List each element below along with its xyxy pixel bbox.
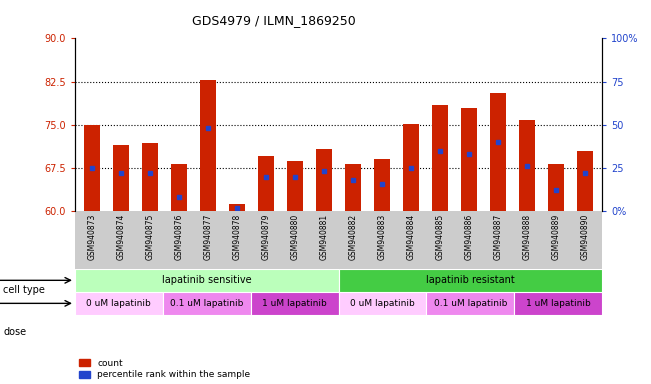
Text: 1 uM lapatinib: 1 uM lapatinib — [526, 299, 590, 308]
Bar — [426, 292, 514, 315]
Bar — [490, 93, 506, 211]
Bar — [514, 292, 602, 315]
Bar — [75, 269, 339, 292]
Text: GSM940887: GSM940887 — [493, 214, 503, 260]
Bar — [577, 151, 593, 211]
Bar — [113, 145, 129, 211]
Text: GSM940879: GSM940879 — [262, 214, 271, 260]
Text: 0.1 uM lapatinib: 0.1 uM lapatinib — [170, 299, 243, 308]
Bar — [432, 104, 448, 211]
Bar — [403, 124, 419, 211]
Text: GSM940877: GSM940877 — [204, 214, 213, 260]
Bar — [519, 120, 535, 211]
Text: lapatinib sensitive: lapatinib sensitive — [162, 275, 251, 285]
Text: GSM940881: GSM940881 — [320, 214, 329, 260]
Text: GSM940880: GSM940880 — [290, 214, 299, 260]
Text: GSM940885: GSM940885 — [436, 214, 445, 260]
Bar — [339, 292, 426, 315]
Bar — [251, 292, 339, 315]
Bar — [339, 269, 602, 292]
Bar — [171, 164, 187, 211]
Text: GSM940878: GSM940878 — [232, 214, 242, 260]
Bar — [316, 149, 332, 211]
Text: GSM940888: GSM940888 — [522, 214, 531, 260]
Bar — [287, 161, 303, 211]
Text: GSM940875: GSM940875 — [146, 214, 155, 260]
Text: 0 uM lapatinib: 0 uM lapatinib — [350, 299, 415, 308]
Bar — [200, 81, 216, 211]
Text: cell type: cell type — [3, 285, 45, 295]
Bar — [163, 292, 251, 315]
Text: dose: dose — [3, 327, 27, 337]
Bar — [548, 164, 564, 211]
Text: GDS4979 / ILMN_1869250: GDS4979 / ILMN_1869250 — [191, 14, 355, 27]
Text: 0.1 uM lapatinib: 0.1 uM lapatinib — [434, 299, 507, 308]
Text: GSM940876: GSM940876 — [174, 214, 184, 260]
Text: lapatinib resistant: lapatinib resistant — [426, 275, 515, 285]
Bar — [75, 292, 163, 315]
Bar — [345, 164, 361, 211]
Bar — [258, 157, 274, 211]
Text: 0 uM lapatinib: 0 uM lapatinib — [87, 299, 151, 308]
Text: GSM940889: GSM940889 — [551, 214, 561, 260]
Text: GSM940883: GSM940883 — [378, 214, 387, 260]
Bar — [461, 108, 477, 211]
Bar — [374, 159, 390, 211]
Text: 1 uM lapatinib: 1 uM lapatinib — [262, 299, 327, 308]
Text: GSM940886: GSM940886 — [464, 214, 473, 260]
Text: GSM940884: GSM940884 — [406, 214, 415, 260]
Text: GSM940874: GSM940874 — [117, 214, 126, 260]
Text: GSM940873: GSM940873 — [88, 214, 97, 260]
Text: GSM940890: GSM940890 — [580, 214, 589, 260]
Bar — [229, 204, 245, 211]
Bar — [84, 125, 100, 211]
Bar — [142, 143, 158, 211]
Text: GSM940882: GSM940882 — [348, 214, 357, 260]
Legend: count, percentile rank within the sample: count, percentile rank within the sample — [79, 359, 251, 379]
